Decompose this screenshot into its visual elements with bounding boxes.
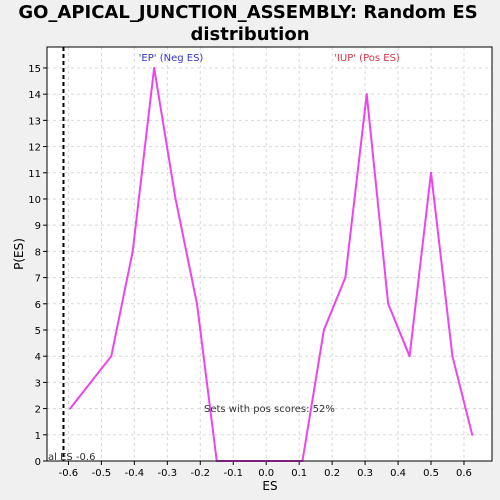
x-axis-label: ES [262, 479, 277, 493]
x-tick-label: -0.6 [59, 468, 79, 479]
y-tick-label: 3 [35, 378, 41, 389]
y-tick-label: 1 [35, 431, 41, 442]
series-point [430, 171, 433, 174]
pos-es-label: 'IUP' (Pos ES) [334, 53, 400, 64]
y-tick-label: 2 [35, 405, 41, 416]
x-axis-ticks: -0.6 -0.5 -0.4 -0.3 -0.2 -0.1 0.0 0.1 0.2 0.3 0.4 0… [59, 461, 472, 479]
series-point [471, 433, 474, 436]
series-point [174, 197, 177, 200]
y-tick-label: 12 [28, 143, 41, 154]
x-tick-label: 0.5 [423, 468, 439, 479]
y-tick-label: 13 [28, 116, 41, 127]
pes-series-line [69, 66, 474, 462]
x-tick-label: 0.0 [258, 468, 274, 479]
y-tick-label: 7 [35, 274, 41, 285]
y-tick-label: 5 [35, 326, 41, 337]
y-tick-label: 6 [35, 300, 41, 311]
y-tick-label: 15 [28, 64, 41, 75]
pos-scores-label: Sets with pos scores: 52% [204, 404, 335, 415]
series-point [451, 355, 454, 358]
x-tick-label: -0.1 [223, 468, 243, 479]
y-tick-label: 9 [35, 221, 41, 232]
chart-title-line-2: distribution [190, 24, 309, 45]
neg-es-label: 'EP' (Neg ES) [139, 53, 204, 64]
series-point [387, 302, 390, 305]
series-point [69, 407, 72, 410]
series-point [153, 66, 156, 69]
x-tick-label: 0.3 [357, 468, 373, 479]
series-point [322, 328, 325, 331]
y-tick-label: 8 [35, 247, 41, 258]
x-tick-label: 0.2 [324, 468, 340, 479]
x-tick-label: -0.3 [158, 468, 178, 479]
y-tick-label: 11 [28, 169, 41, 180]
x-tick-label: -0.2 [191, 468, 211, 479]
y-tick-label: 0 [35, 457, 41, 468]
series-point [195, 302, 198, 305]
plot-border [46, 46, 493, 462]
x-tick-label: -0.5 [92, 468, 112, 479]
x-tick-label: 0.6 [456, 468, 472, 479]
y-tick-label: 4 [35, 352, 41, 363]
actual-es-label: al ES -0.6 [48, 452, 95, 463]
x-tick-label: -0.4 [125, 468, 145, 479]
x-tick-label: 0.1 [291, 468, 307, 479]
series-point [408, 355, 411, 358]
y-tick-label: 14 [28, 90, 41, 101]
series-point [131, 250, 134, 253]
plot-area [47, 47, 492, 461]
x-tick-label: 0.4 [390, 468, 406, 479]
series-point [344, 276, 347, 279]
chart-title-line-1: GO_APICAL_JUNCTION_ASSEMBLY: Random ES [18, 2, 477, 23]
series-point [365, 93, 368, 96]
series-points [69, 66, 474, 462]
y-axis-label: P(ES) [12, 238, 26, 270]
y-tick-label: 10 [28, 195, 41, 206]
series-point [110, 355, 113, 358]
